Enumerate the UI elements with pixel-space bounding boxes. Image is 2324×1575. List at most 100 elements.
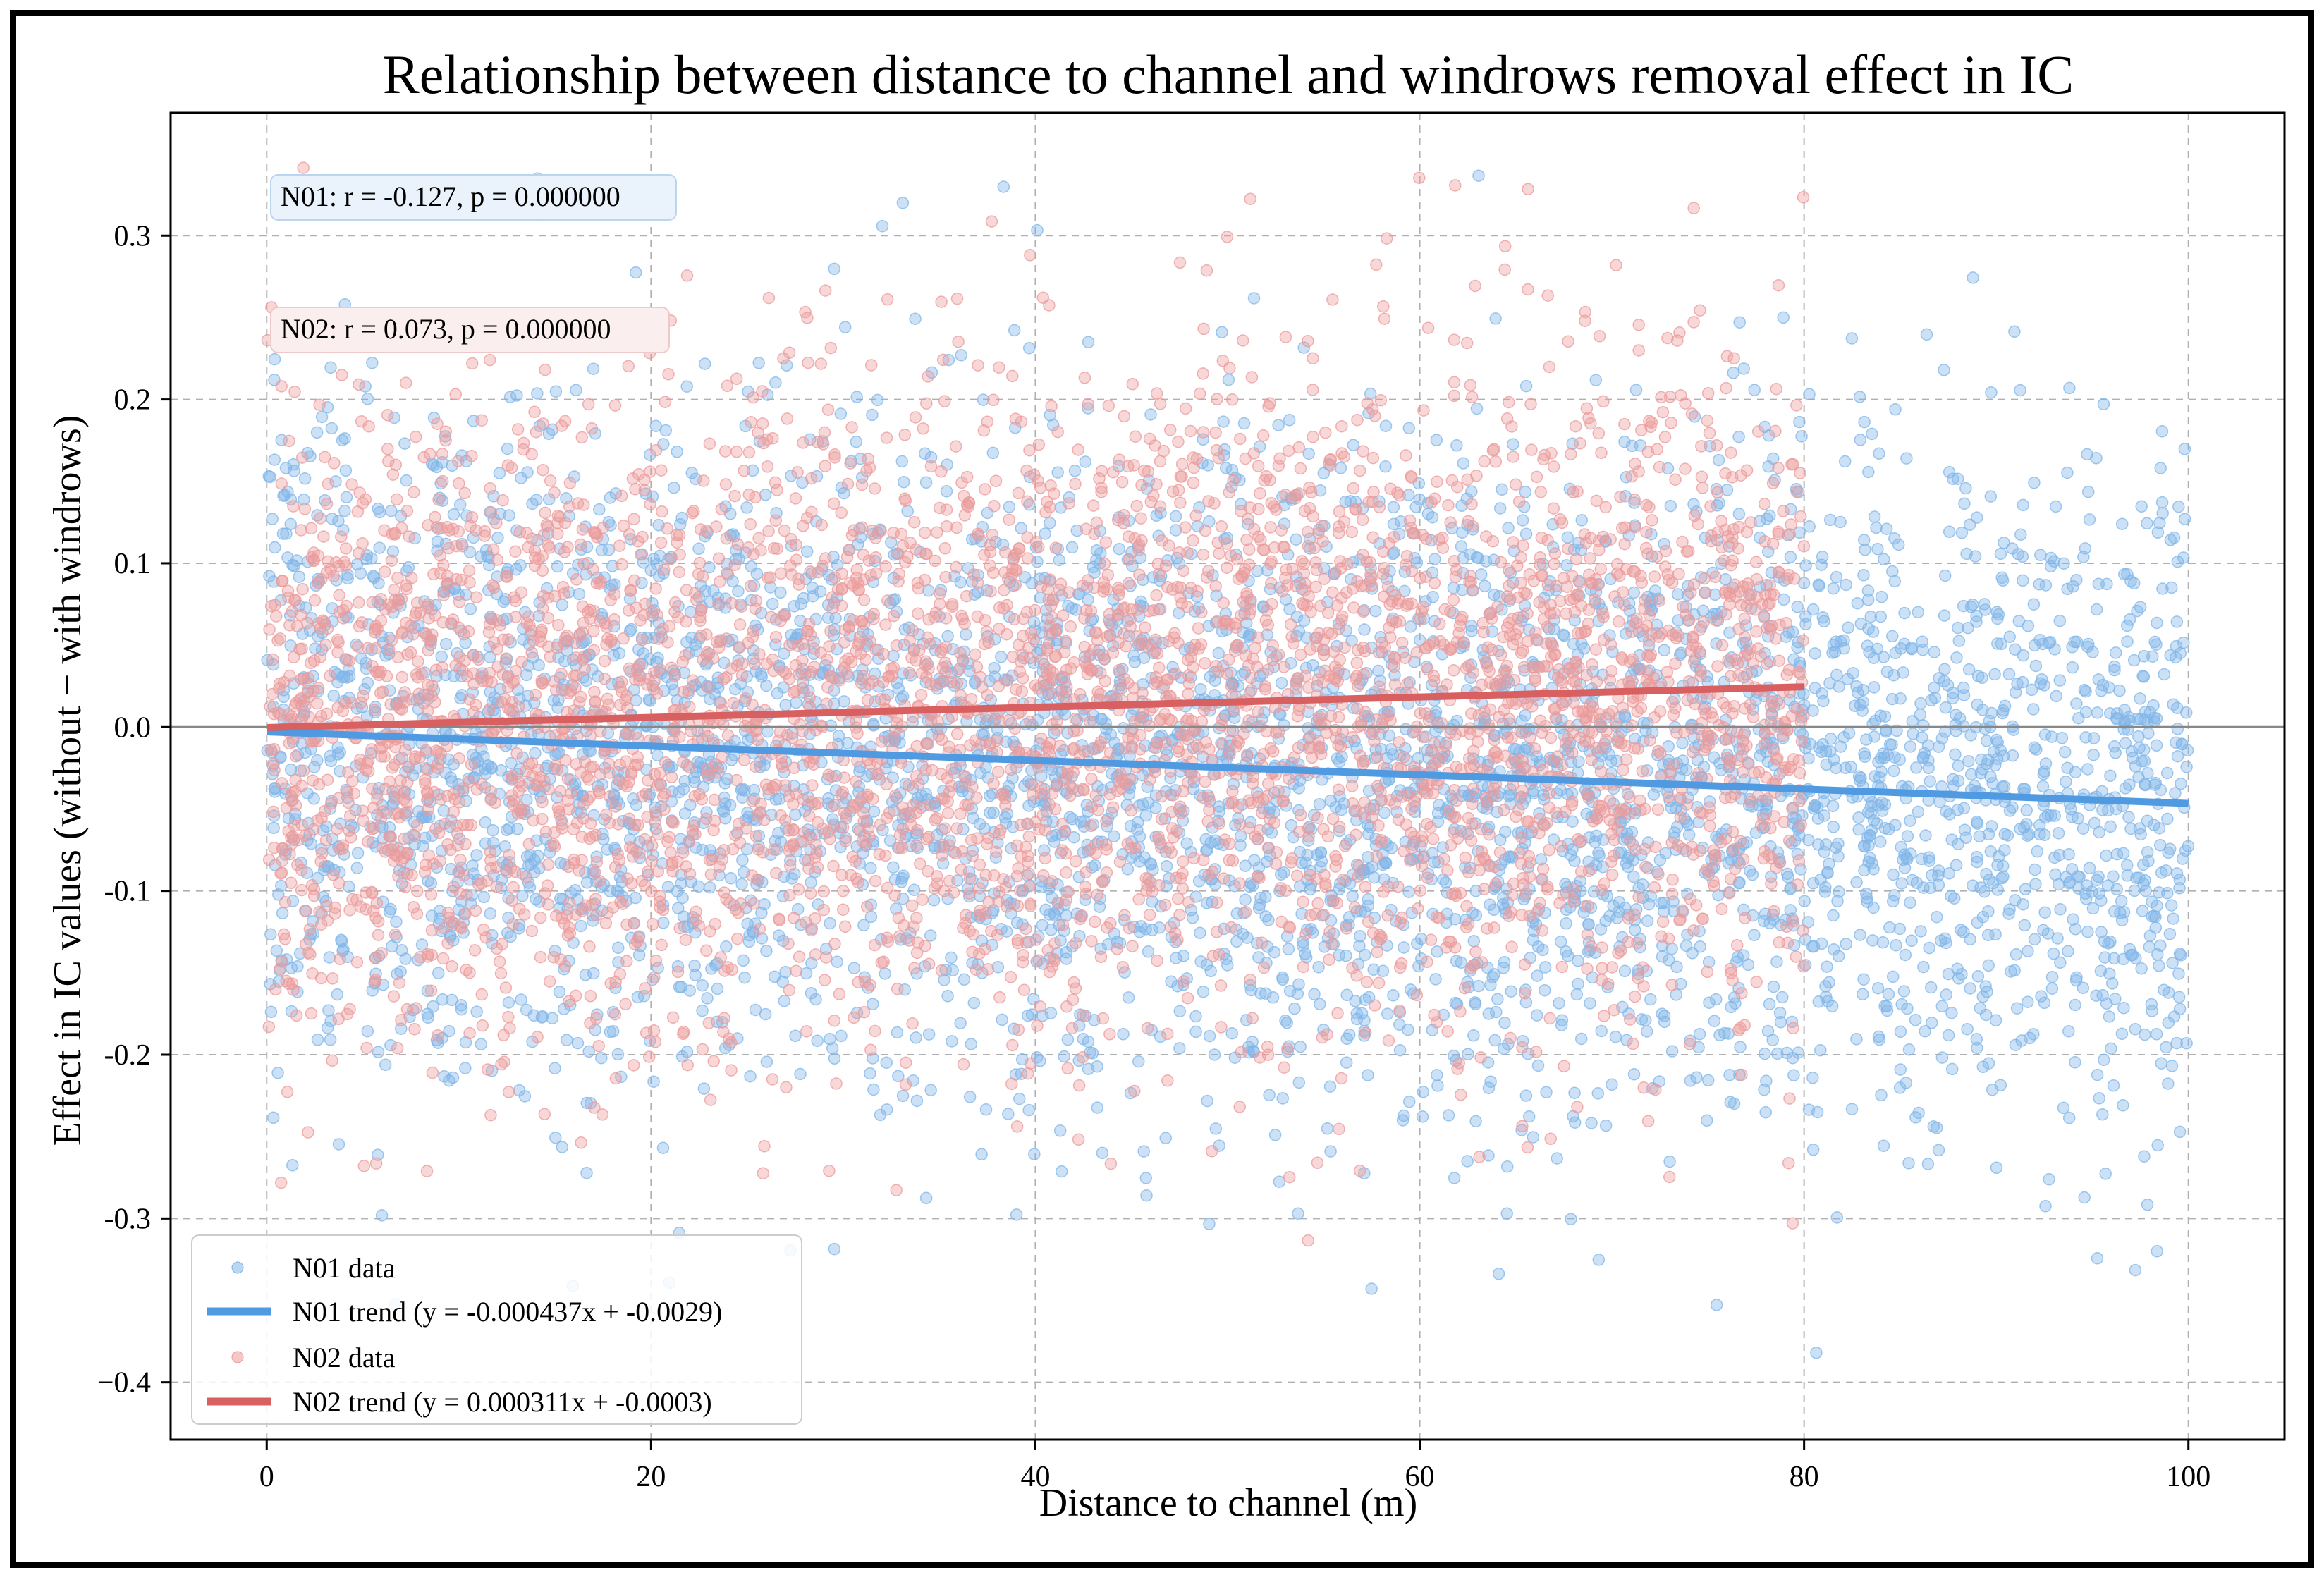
n01-data-point <box>293 570 306 583</box>
n01-data-point <box>1994 547 2007 560</box>
n01-data-point <box>1974 881 1987 894</box>
n01-data-point <box>1213 800 1225 813</box>
n01-data-point <box>1139 809 1153 822</box>
n01-data-point <box>2151 616 2163 630</box>
n01-data-point <box>2137 743 2151 756</box>
n01-data-point <box>1809 647 1821 660</box>
n01-data-point <box>2070 697 2083 710</box>
n01-data-point <box>1821 960 1833 973</box>
n01-data-point <box>447 508 460 521</box>
n01-data-point <box>1381 1007 1394 1020</box>
n01-data-point <box>1813 741 1825 754</box>
n01-data-point <box>2053 614 2067 627</box>
n01-data-point <box>703 881 716 894</box>
n01-data-point <box>1194 926 1206 940</box>
n01-data-point <box>444 771 457 784</box>
n01-data-point <box>1372 664 1385 678</box>
n01-data-point <box>2163 928 2177 940</box>
n01-data-point <box>2065 863 2079 876</box>
n01-data-point <box>1710 1299 1723 1311</box>
n01-data-point <box>2141 517 2153 530</box>
n01-data-point <box>1595 1024 1608 1038</box>
n01-data-point <box>1140 1189 1153 1202</box>
n01-data-point <box>587 362 600 375</box>
n01-data-point <box>2081 640 2094 654</box>
n01-data-point <box>1469 998 1482 1010</box>
n01-data-point <box>2038 765 2051 778</box>
n01-data-point <box>1964 768 1978 781</box>
n01-data-point <box>1951 804 1964 816</box>
n01-data-point <box>1387 989 1400 1002</box>
n01-data-point <box>991 961 1005 974</box>
n01-data-point <box>1516 514 1529 527</box>
n01-data-point <box>2143 940 2156 953</box>
n01-data-point <box>1845 1103 1859 1115</box>
n01-data-point <box>1881 748 1895 761</box>
n01-data-point <box>1132 1055 1145 1068</box>
n01-data-point <box>2034 828 2046 841</box>
n01-data-point <box>2160 1041 2172 1054</box>
n01-data-point <box>2093 887 2106 900</box>
n01-data-point <box>2044 560 2057 573</box>
n01-data-point <box>351 847 365 859</box>
n01-data-point <box>310 426 324 439</box>
n01-data-point <box>2141 845 2154 859</box>
n01-data-point <box>1292 1076 1306 1089</box>
n01-data-point <box>1484 1075 1497 1088</box>
n01-data-point <box>2151 1139 2164 1152</box>
n01-data-point <box>2150 739 2163 752</box>
n01-data-point <box>1709 993 1723 1006</box>
n01-data-point <box>523 881 537 894</box>
n01-data-point <box>2153 517 2166 529</box>
n01-data-point <box>1897 985 1911 998</box>
n01-data-point <box>2105 1042 2117 1055</box>
n01-data-point <box>2092 577 2105 591</box>
n02-data-point <box>1584 940 1598 953</box>
n01-data-point <box>2123 778 2136 791</box>
n01-data-point <box>1149 802 1162 814</box>
n01-data-point <box>1981 929 1995 942</box>
n01-data-point <box>1867 901 1880 914</box>
n01-data-point <box>1131 823 1144 836</box>
n01-data-point <box>2146 650 2159 663</box>
n01-data-point <box>1696 604 1710 618</box>
n01-data-point <box>1566 815 1579 828</box>
n01-data-point <box>1909 1013 1922 1026</box>
n01-data-point <box>264 1005 278 1019</box>
n01-data-point <box>1237 417 1251 430</box>
n01-data-point <box>1430 434 1443 447</box>
n01-data-point <box>2171 723 2184 735</box>
n01-data-point <box>1442 1109 1455 1122</box>
n01-data-point <box>896 1089 910 1103</box>
n01-data-point <box>350 862 364 874</box>
n01-data-point <box>1606 1078 1618 1091</box>
n01-data-point <box>366 356 379 369</box>
n01-data-point <box>986 446 1000 460</box>
n01-data-point <box>1398 1109 1410 1122</box>
n01-data-point <box>1887 668 1900 682</box>
n01-data-point <box>546 1012 559 1024</box>
n01-data-point <box>1827 821 1840 833</box>
n01-data-point <box>876 219 889 233</box>
n01-data-point <box>689 969 702 981</box>
n01-data-point <box>1886 970 1900 983</box>
n01-data-point <box>1241 931 1254 944</box>
n01-data-point <box>1909 761 1923 774</box>
n01-data-point <box>1858 864 1871 877</box>
n01-data-point <box>1061 1033 1075 1046</box>
n01-data-point <box>1293 880 1307 893</box>
n01-data-point <box>1636 878 1649 891</box>
n01-data-point <box>399 952 412 965</box>
n01-data-point <box>1992 608 2005 621</box>
n01-data-point <box>984 806 996 819</box>
n01-data-point <box>1810 1346 1823 1359</box>
n02-data-point <box>1085 935 1098 948</box>
n01-data-point <box>828 262 840 276</box>
n01-data-point <box>2136 905 2149 917</box>
n01-data-point <box>2115 1027 2129 1041</box>
n01-data-point <box>2151 900 2163 912</box>
n01-data-point <box>1946 692 1959 705</box>
n01-data-point <box>611 941 625 955</box>
n01-data-point <box>2078 1191 2091 1204</box>
n01-data-point <box>1806 877 1820 890</box>
